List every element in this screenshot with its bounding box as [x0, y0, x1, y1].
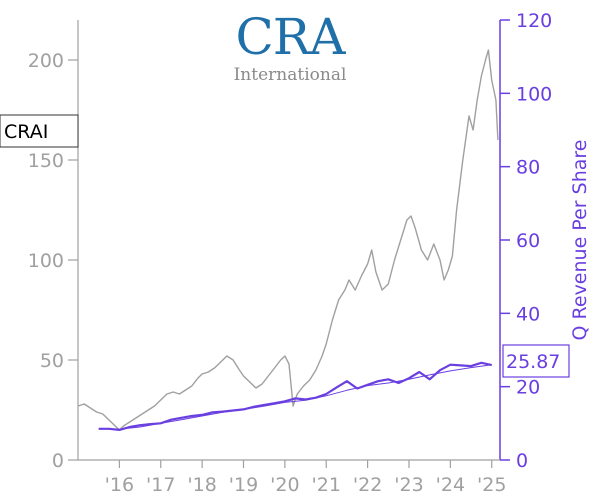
right-axis-label: Q Revenue Per Share — [569, 140, 591, 341]
right-tick-label: 20 — [516, 377, 540, 399]
ticker-box — [0, 114, 79, 148]
axes — [77, 20, 501, 461]
revenue-trend-line — [98, 364, 492, 430]
left-tick-label: 50 — [40, 350, 64, 372]
x-ticks: '16 '17 '18 '19 '20 '21 '22 '23 '24 '25 — [105, 460, 506, 496]
right-tick-label: 60 — [516, 230, 540, 252]
x-tick-label: '23 — [394, 474, 423, 496]
series-layer — [77, 49, 499, 431]
left-tick-label: 0 — [52, 450, 64, 472]
x-tick-label: '25 — [477, 474, 506, 496]
right-tick-label: 80 — [516, 157, 540, 179]
logo-main-text: CRA — [235, 8, 346, 66]
x-tick-label: '19 — [229, 474, 258, 496]
right-tick-label: 100 — [516, 83, 552, 105]
right-tick-label: 40 — [516, 303, 540, 325]
logo-sub-text: International — [234, 65, 347, 85]
ticker-text: CRAI — [4, 121, 48, 143]
last-value-label: 25.87 — [502, 344, 570, 378]
right-tick-label: 120 — [516, 10, 552, 32]
last-value-box — [502, 344, 570, 378]
x-tick-label: '24 — [436, 474, 465, 496]
x-tick-label: '18 — [187, 474, 216, 496]
left-y-ticks: 0 50 100 150 200 — [28, 50, 78, 472]
left-tick-label: 150 — [28, 150, 64, 172]
x-tick-label: '17 — [146, 474, 175, 496]
right-y-ticks: 0 20 40 60 80 100 120 — [500, 10, 552, 472]
x-tick-label: '20 — [270, 474, 299, 496]
last-value-text: 25.87 — [506, 351, 560, 373]
ticker-label: CRAI — [0, 114, 79, 148]
right-tick-label: 0 — [516, 450, 528, 472]
left-tick-label: 200 — [28, 50, 64, 72]
x-tick-label: '22 — [353, 474, 382, 496]
price-line — [77, 49, 499, 431]
company-logo: CRA International — [234, 8, 348, 85]
left-tick-label: 100 — [28, 250, 64, 272]
x-tick-label: '21 — [312, 474, 341, 496]
x-tick-label: '16 — [105, 474, 134, 496]
revenue-line — [98, 361, 492, 431]
